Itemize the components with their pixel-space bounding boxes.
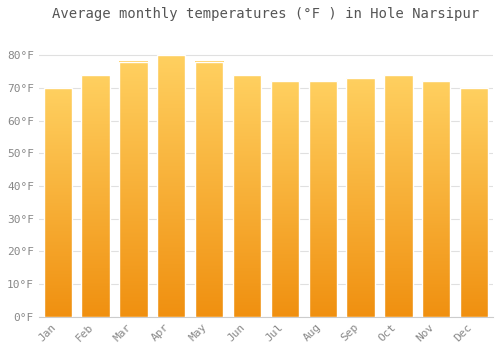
Bar — [270, 81, 299, 317]
Bar — [157, 55, 186, 317]
Bar — [308, 81, 337, 317]
Title: Average monthly temperatures (°F ) in Hole Narsipur: Average monthly temperatures (°F ) in Ho… — [52, 7, 480, 21]
Bar — [233, 75, 261, 317]
Bar — [44, 88, 72, 317]
Bar — [82, 75, 110, 317]
Bar — [384, 75, 412, 317]
Bar — [460, 88, 488, 317]
Bar — [346, 78, 375, 317]
Bar — [119, 62, 148, 317]
Bar — [422, 81, 450, 317]
Bar — [195, 62, 224, 317]
